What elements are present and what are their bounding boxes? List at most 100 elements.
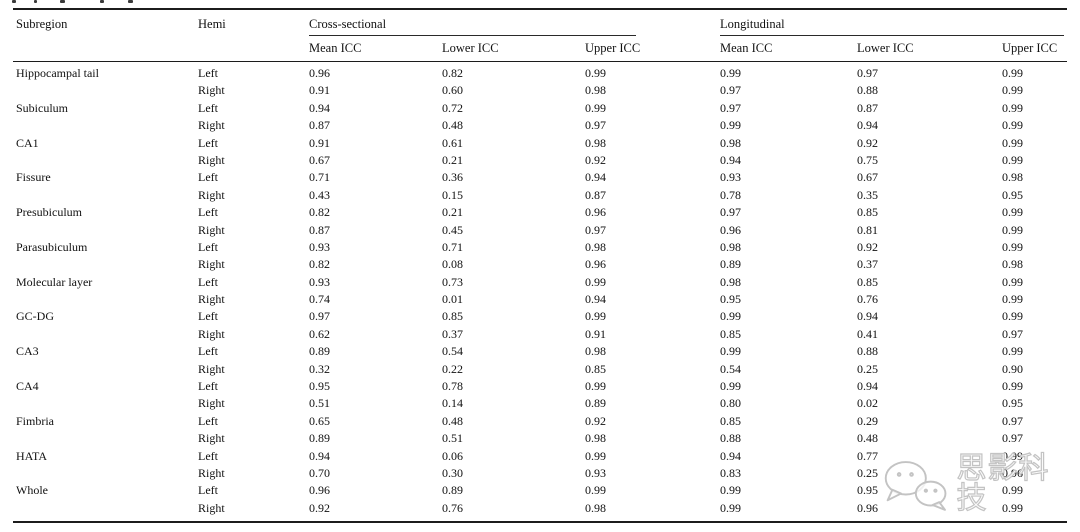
- sub-header-row: Mean ICC Lower ICC Upper ICC Mean ICC Lo…: [13, 36, 1068, 62]
- icc-value-cell: 0.76: [857, 292, 879, 307]
- hemi-cell: Right: [198, 431, 225, 446]
- subregion-cell: [13, 117, 195, 134]
- subregion-cell: [13, 256, 195, 273]
- icc-value-cell: 0.02: [857, 396, 879, 411]
- icc-value-cell: 0.21: [442, 152, 463, 167]
- icc-value-cell: 0.60: [442, 83, 463, 98]
- icc-value-cell: 0.98: [720, 239, 742, 254]
- icc-value-cell: 0.92: [585, 152, 606, 167]
- icc-value-cell: 0.73: [442, 274, 463, 289]
- icc-value-cell: 0.81: [857, 222, 879, 237]
- table-row: Whole Left 0.96 0.89 0.99 0.99 0.95 0.99: [13, 482, 1067, 499]
- icc-value-cell: 0.83: [720, 465, 742, 480]
- icc-value-cell: 0.99: [1002, 135, 1024, 150]
- icc-value-cell: 0.99: [585, 483, 606, 498]
- text-fragment: [128, 0, 133, 3]
- table-row: Fissure Left 0.71 0.36 0.94 0.93 0.67 0.98: [13, 169, 1067, 186]
- subregion-cell: GC-DG: [16, 309, 54, 324]
- table-row: Right 0.70 0.30 0.93 0.83 0.25 0.96: [13, 464, 1067, 481]
- icc-value-cell: 0.62: [309, 326, 330, 341]
- icc-value-cell: 0.88: [857, 344, 879, 359]
- icc-value-cell: 0.97: [720, 100, 742, 115]
- subregion-cell: [13, 325, 195, 342]
- icc-value-cell: 0.91: [309, 83, 330, 98]
- subregion-cell: Fimbria: [16, 413, 54, 428]
- icc-value-cell: 0.92: [857, 239, 879, 254]
- icc-value-cell: 0.85: [442, 309, 463, 324]
- icc-value-cell: 0.21: [442, 205, 463, 220]
- hemi-cell: Left: [198, 274, 218, 289]
- hemi-cell: Left: [198, 100, 218, 115]
- icc-value-cell: 0.99: [1002, 344, 1024, 359]
- icc-value-cell: 0.54: [442, 344, 463, 359]
- hemi-cell: Left: [198, 309, 218, 324]
- icc-value-cell: 0.97: [309, 309, 330, 324]
- icc-value-cell: 0.99: [1002, 239, 1024, 254]
- table-row: Right 0.67 0.21 0.92 0.94 0.75 0.99: [13, 151, 1067, 168]
- icc-value-cell: 0.48: [442, 413, 463, 428]
- icc-reliability-table: Subregion Hemi Cross-sectional Longitudi…: [13, 8, 1068, 523]
- col-header-lg-mean-icc: Mean ICC: [717, 36, 855, 62]
- icc-value-cell: 0.99: [585, 448, 606, 463]
- icc-value-cell: 0.99: [1002, 379, 1024, 394]
- subregion-cell: [13, 430, 195, 447]
- icc-value-cell: 0.25: [857, 465, 879, 480]
- subregion-cell: [13, 151, 195, 168]
- icc-value-cell: 0.48: [857, 431, 879, 446]
- hemi-cell: Right: [198, 500, 225, 515]
- icc-value-cell: 0.97: [1002, 413, 1024, 428]
- hemi-cell: Right: [198, 326, 225, 341]
- table-row: CA4 Left 0.95 0.78 0.99 0.99 0.94 0.99: [13, 377, 1067, 394]
- table-row: Fimbria Left 0.65 0.48 0.92 0.85 0.29 0.97: [13, 412, 1067, 429]
- icc-value-cell: 0.15: [442, 187, 463, 202]
- icc-value-cell: 0.76: [442, 500, 463, 515]
- icc-value-cell: 0.93: [720, 170, 742, 185]
- icc-value-cell: 0.71: [442, 239, 463, 254]
- hemi-cell: Left: [198, 483, 218, 498]
- hemi-cell: Right: [198, 292, 225, 307]
- icc-value-cell: 0.89: [309, 344, 330, 359]
- icc-value-cell: 0.92: [309, 500, 330, 515]
- icc-value-cell: 0.99: [1002, 83, 1024, 98]
- table-row: Right 0.91 0.60 0.98 0.97 0.88 0.99: [13, 82, 1067, 99]
- icc-value-cell: 0.99: [1002, 152, 1024, 167]
- table-row: CA3 Left 0.89 0.54 0.98 0.99 0.88 0.99: [13, 343, 1067, 360]
- icc-value-cell: 0.99: [1002, 66, 1024, 80]
- icc-value-cell: 0.93: [309, 274, 330, 289]
- icc-value-cell: 0.77: [857, 448, 879, 463]
- icc-value-cell: 0.82: [442, 66, 463, 80]
- icc-value-cell: 0.06: [442, 448, 463, 463]
- subregion-cell: [13, 186, 195, 203]
- col-header-cs-upper-icc: Upper ICC: [582, 36, 718, 62]
- subregion-cell: [13, 82, 195, 99]
- col-header-lg-lower-icc: Lower ICC: [854, 36, 1000, 62]
- icc-value-cell: 0.85: [585, 361, 606, 376]
- icc-value-cell: 0.98: [585, 135, 606, 150]
- icc-value-cell: 0.89: [442, 483, 463, 498]
- table-header: Subregion Hemi Cross-sectional Longitudi…: [13, 9, 1068, 62]
- icc-value-cell: 0.97: [585, 118, 606, 133]
- icc-value-cell: 0.92: [585, 413, 606, 428]
- icc-value-cell: 0.99: [1002, 100, 1024, 115]
- table-row: Molecular layer Left 0.93 0.73 0.99 0.98 0.85 0…: [13, 273, 1067, 290]
- icc-value-cell: 0.98: [1002, 170, 1024, 185]
- icc-value-cell: 0.43: [309, 187, 330, 202]
- table-row: Right 0.43 0.15 0.87 0.78 0.35 0.95: [13, 186, 1067, 203]
- icc-value-cell: 0.41: [857, 326, 879, 341]
- icc-value-cell: 0.78: [720, 187, 742, 202]
- icc-value-cell: 0.94: [720, 152, 742, 167]
- hemi-cell: Right: [198, 152, 225, 167]
- icc-value-cell: 0.99: [720, 118, 742, 133]
- icc-value-cell: 0.32: [309, 361, 330, 376]
- icc-value-cell: 0.85: [857, 274, 879, 289]
- icc-value-cell: 0.36: [442, 170, 463, 185]
- subregion-cell: Presubiculum: [16, 205, 82, 220]
- icc-value-cell: 0.96: [720, 222, 742, 237]
- icc-value-cell: 0.94: [857, 379, 879, 394]
- icc-value-cell: 0.78: [442, 379, 463, 394]
- icc-value-cell: 0.99: [720, 379, 742, 394]
- subregion-cell: CA1: [16, 135, 39, 150]
- group-header-row: Subregion Hemi Cross-sectional Longitudi…: [13, 9, 1067, 62]
- text-fragment: [100, 0, 104, 3]
- icc-value-cell: 0.87: [309, 118, 330, 133]
